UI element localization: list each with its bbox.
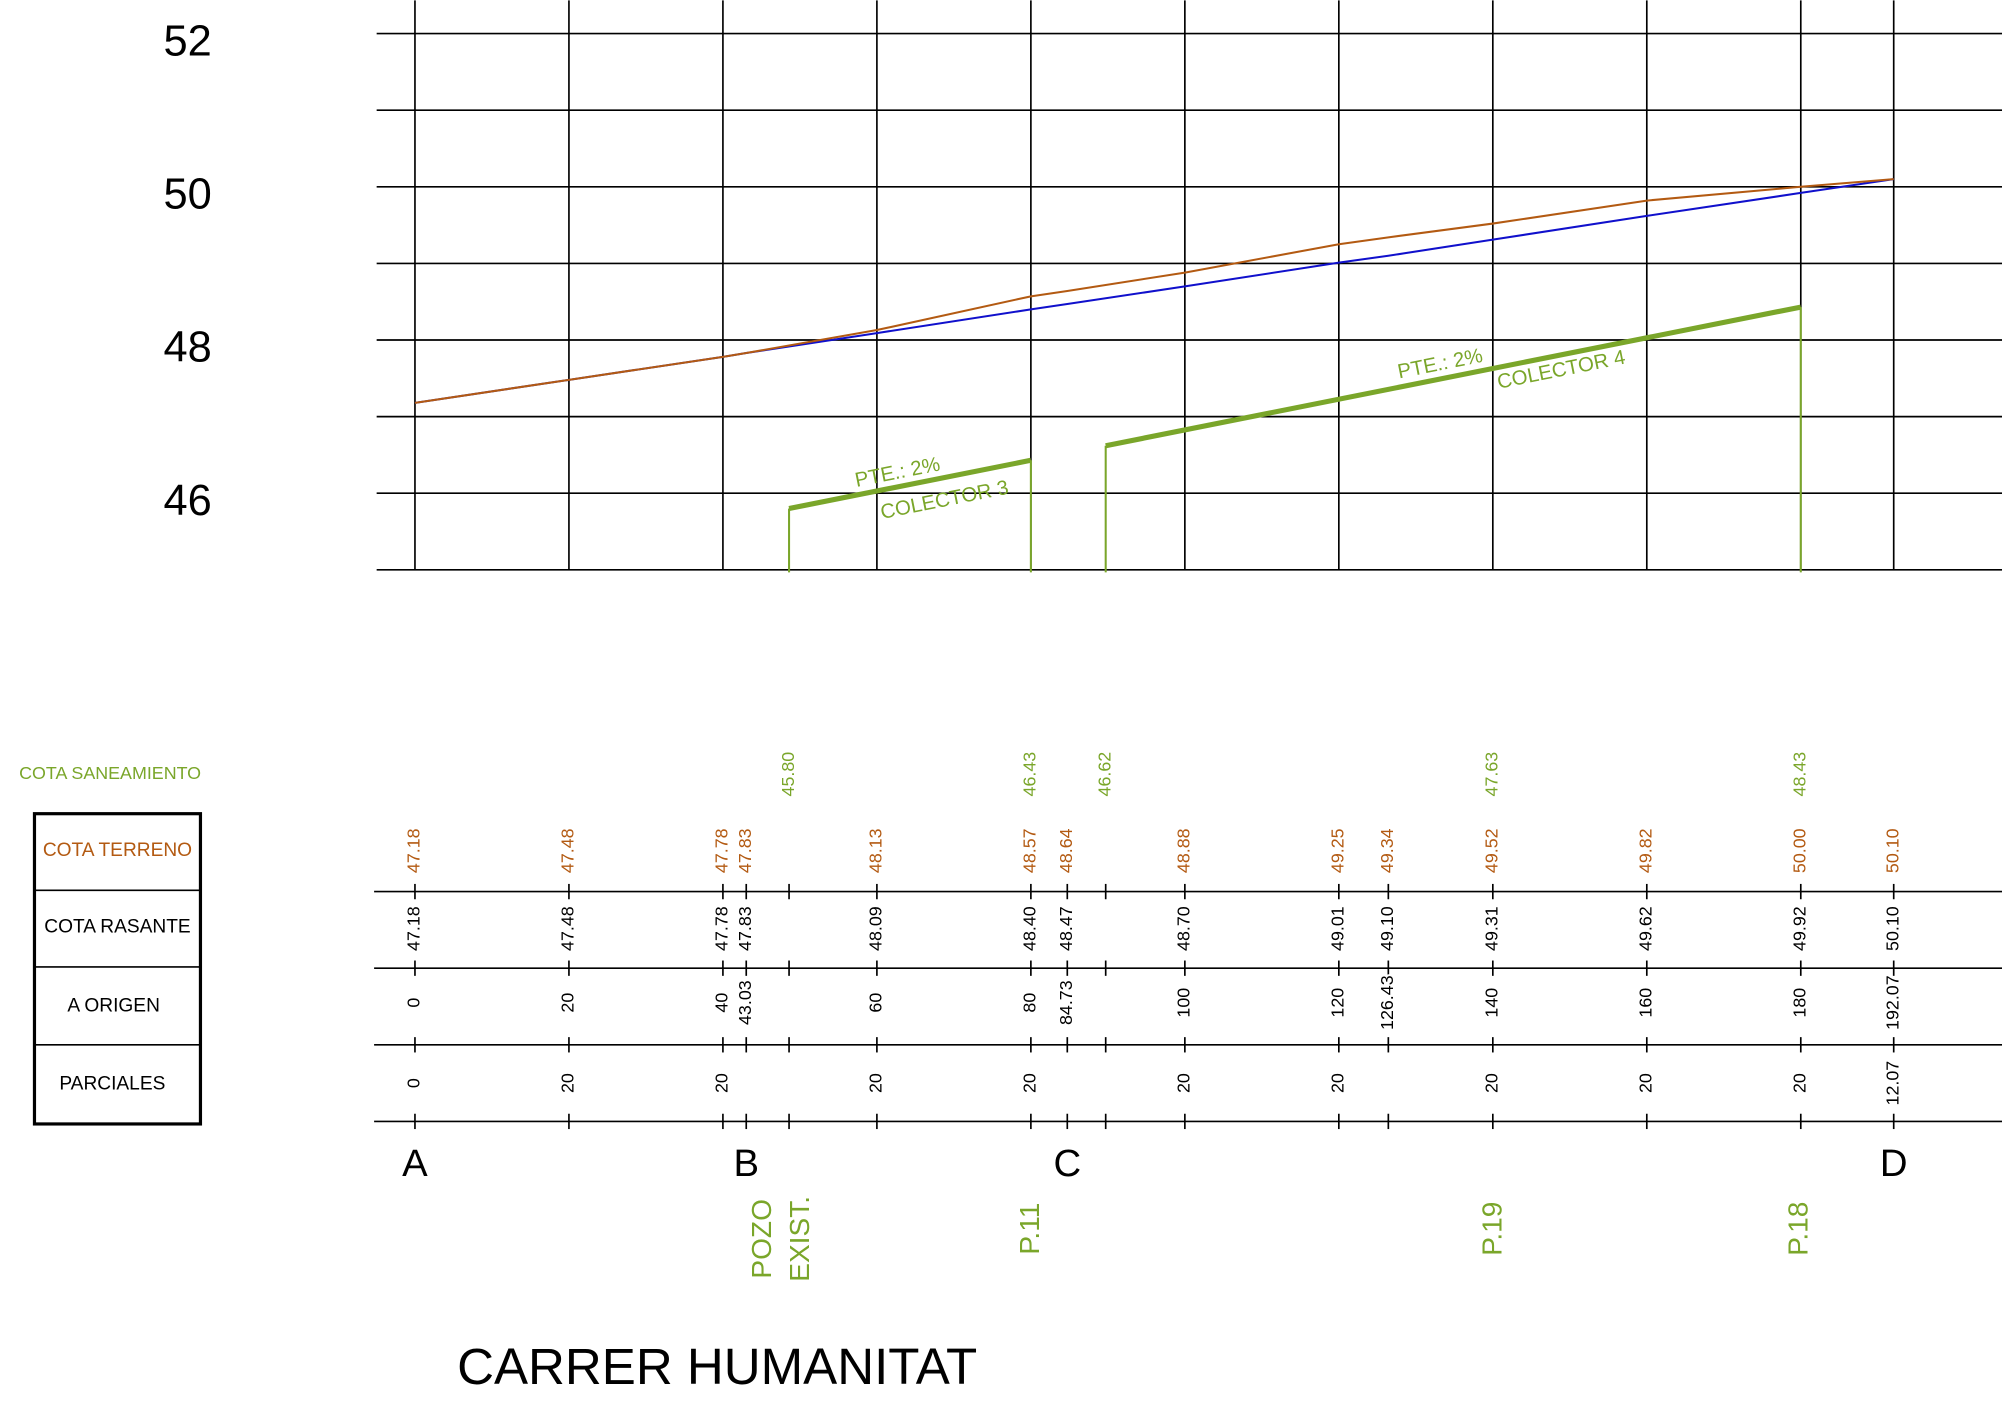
column-saneamiento: 48.43 bbox=[1789, 752, 1809, 797]
column-rasante: 49.92 bbox=[1789, 906, 1809, 951]
column-rasante: 47.78 bbox=[712, 906, 732, 951]
station-letter: D bbox=[1880, 1142, 1908, 1185]
column-rasante: 47.48 bbox=[558, 906, 578, 951]
column-parciales: 20 bbox=[1482, 1073, 1502, 1093]
column-origen: 140 bbox=[1482, 988, 1502, 1018]
well-label: POZO bbox=[746, 1199, 777, 1279]
y-axis-label: 50 bbox=[164, 170, 212, 218]
column-origen: 43.03 bbox=[735, 980, 755, 1025]
column-rasante: 49.62 bbox=[1636, 906, 1656, 951]
column-saneamiento: 47.63 bbox=[1482, 752, 1502, 797]
column-rasante: 48.09 bbox=[866, 906, 886, 951]
column-origen: 20 bbox=[558, 993, 578, 1013]
column-saneamiento: 46.62 bbox=[1094, 752, 1114, 797]
column-origen: 60 bbox=[866, 993, 886, 1013]
column-rasante: 48.47 bbox=[1056, 906, 1076, 951]
column-parciales: 20 bbox=[712, 1073, 732, 1093]
legend-row-label: COTA TERRENO bbox=[43, 840, 192, 861]
column-origen: 100 bbox=[1174, 988, 1194, 1018]
y-axis-label: 52 bbox=[164, 17, 212, 65]
column-terreno: 49.25 bbox=[1328, 828, 1348, 873]
station-letter: B bbox=[733, 1142, 759, 1185]
column-saneamiento: 45.80 bbox=[778, 752, 798, 797]
column-rasante: 50.10 bbox=[1882, 906, 1902, 951]
column-origen: 84.73 bbox=[1056, 980, 1076, 1025]
column-terreno: 47.18 bbox=[404, 828, 424, 873]
sewer-legend: COTA SANEAMIENTO bbox=[19, 763, 201, 783]
column-origen: 180 bbox=[1789, 988, 1809, 1018]
column-terreno: 50.00 bbox=[1789, 828, 1809, 873]
collector-pipe bbox=[1105, 304, 1802, 449]
column-terreno: 47.78 bbox=[712, 828, 732, 873]
legend-row-label: COTA RASANTE bbox=[44, 916, 190, 937]
collector-name: COLECTOR 3 bbox=[879, 477, 1011, 524]
column-parciales: 20 bbox=[558, 1073, 578, 1093]
legend-row-label: PARCIALES bbox=[59, 1073, 165, 1094]
column-rasante: 47.83 bbox=[735, 906, 755, 951]
column-terreno: 49.34 bbox=[1377, 828, 1397, 873]
column-rasante: 49.10 bbox=[1377, 906, 1397, 951]
station-letter: A bbox=[402, 1142, 428, 1185]
collector-pipe bbox=[788, 457, 1032, 512]
column-saneamiento: 46.43 bbox=[1020, 752, 1040, 797]
well-label: P.11 bbox=[1014, 1203, 1045, 1255]
column-terreno: 50.10 bbox=[1882, 828, 1902, 873]
column-terreno: 48.64 bbox=[1056, 828, 1076, 873]
column-parciales: 20 bbox=[1328, 1073, 1348, 1093]
column-parciales: 0 bbox=[404, 1078, 424, 1088]
column-parciales: 20 bbox=[866, 1073, 886, 1093]
column-origen: 126.43 bbox=[1377, 975, 1397, 1030]
column-rasante: 48.70 bbox=[1174, 906, 1194, 951]
column-rasante: 49.31 bbox=[1482, 906, 1502, 951]
column-parciales: 20 bbox=[1020, 1073, 1040, 1093]
y-axis-label: 48 bbox=[164, 324, 212, 372]
column-origen: 192.07 bbox=[1882, 975, 1902, 1030]
column-origen: 0 bbox=[404, 998, 424, 1008]
legend-row-label: A ORIGEN bbox=[67, 996, 160, 1017]
column-parciales: 20 bbox=[1636, 1073, 1656, 1093]
column-origen: 120 bbox=[1328, 988, 1348, 1018]
title: CARRER HUMANITAT bbox=[457, 1338, 977, 1395]
column-origen: 160 bbox=[1636, 988, 1656, 1018]
column-origen: 40 bbox=[712, 993, 732, 1013]
column-rasante: 47.18 bbox=[404, 906, 424, 951]
column-parciales: 20 bbox=[1174, 1073, 1194, 1093]
well-label: P.18 bbox=[1783, 1202, 1814, 1256]
column-terreno: 48.57 bbox=[1020, 828, 1040, 873]
terrain-line bbox=[414, 178, 1894, 404]
column-terreno: 48.88 bbox=[1174, 828, 1194, 873]
column-origen: 80 bbox=[1020, 993, 1040, 1013]
column-parciales: 20 bbox=[1789, 1073, 1809, 1093]
column-terreno: 47.48 bbox=[558, 828, 578, 873]
legend-box bbox=[32, 812, 203, 1126]
y-axis-label: 46 bbox=[164, 477, 212, 525]
column-terreno: 47.83 bbox=[735, 828, 755, 873]
well-label: EXIST. bbox=[784, 1196, 815, 1282]
column-rasante: 48.40 bbox=[1020, 906, 1040, 951]
column-terreno: 48.13 bbox=[866, 828, 886, 873]
column-terreno: 49.52 bbox=[1482, 828, 1502, 873]
column-parciales: 12.07 bbox=[1882, 1061, 1902, 1106]
well-label: P.19 bbox=[1476, 1202, 1507, 1256]
station-letter: C bbox=[1053, 1142, 1081, 1185]
column-rasante: 49.01 bbox=[1328, 906, 1348, 951]
column-terreno: 49.82 bbox=[1636, 828, 1656, 873]
